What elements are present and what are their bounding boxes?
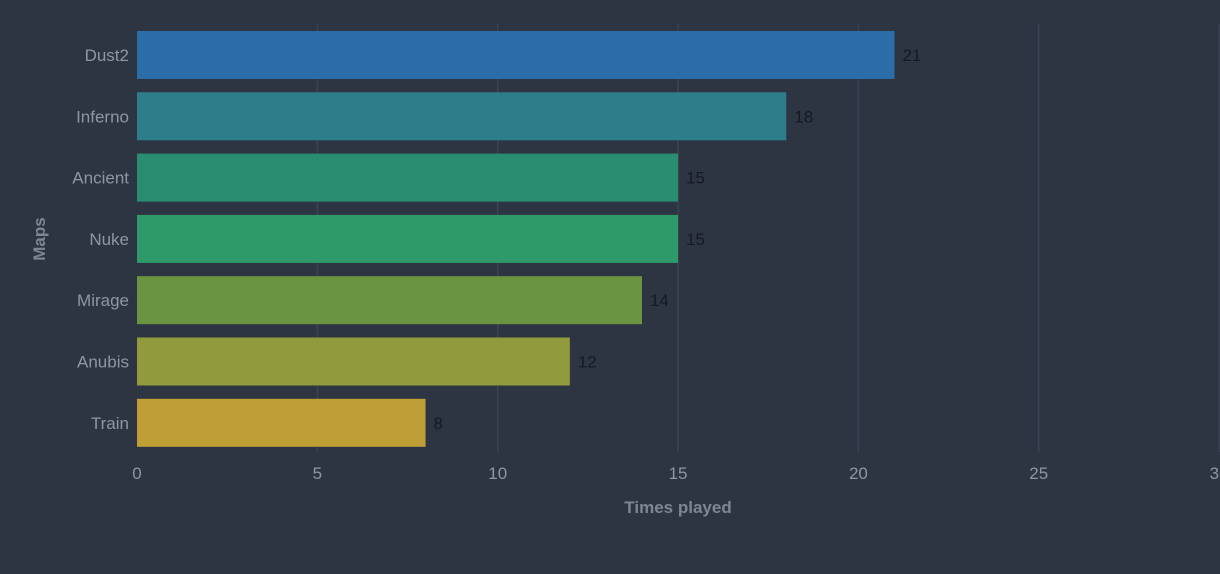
x-tick-label-25: 25 [1029, 464, 1048, 483]
y-axis-title: Maps [30, 217, 49, 260]
x-tick-label-15: 15 [669, 464, 688, 483]
category-label-inferno: Inferno [76, 107, 129, 126]
bar-mirage [137, 276, 642, 325]
labels: 0 5 10 15 20 25 30 Dust2 21 Inferno 18 Ancient 15 Nuk… [72, 46, 1220, 483]
category-label-ancient: Ancient [72, 169, 129, 188]
category-label-nuke: Nuke [89, 230, 129, 249]
bar-nuke [137, 214, 679, 263]
x-axis-title: Times played [624, 498, 731, 517]
data-label-ancient: 15 [686, 169, 705, 188]
data-label-nuke: 15 [686, 230, 705, 249]
bar-inferno [137, 92, 787, 141]
bar-train [137, 398, 426, 447]
x-tick-label-20: 20 [849, 464, 868, 483]
bars [137, 31, 895, 447]
category-label-dust2: Dust2 [85, 46, 129, 65]
data-label-dust2: 21 [902, 46, 921, 65]
category-label-anubis: Anubis [77, 353, 129, 372]
data-label-mirage: 14 [650, 291, 669, 310]
data-label-anubis: 12 [578, 353, 597, 372]
bar-dust2 [137, 31, 895, 79]
x-tick-label-30: 30 [1210, 464, 1220, 483]
bar-anubis [137, 337, 570, 386]
x-tick-label-0: 0 [132, 464, 141, 483]
data-label-train: 8 [434, 414, 443, 433]
data-label-inferno: 18 [794, 107, 813, 126]
x-tick-label-10: 10 [488, 464, 507, 483]
category-label-mirage: Mirage [77, 291, 129, 310]
x-tick-label-5: 5 [313, 464, 322, 483]
bar-ancient [137, 153, 679, 202]
category-label-train: Train [91, 414, 129, 433]
